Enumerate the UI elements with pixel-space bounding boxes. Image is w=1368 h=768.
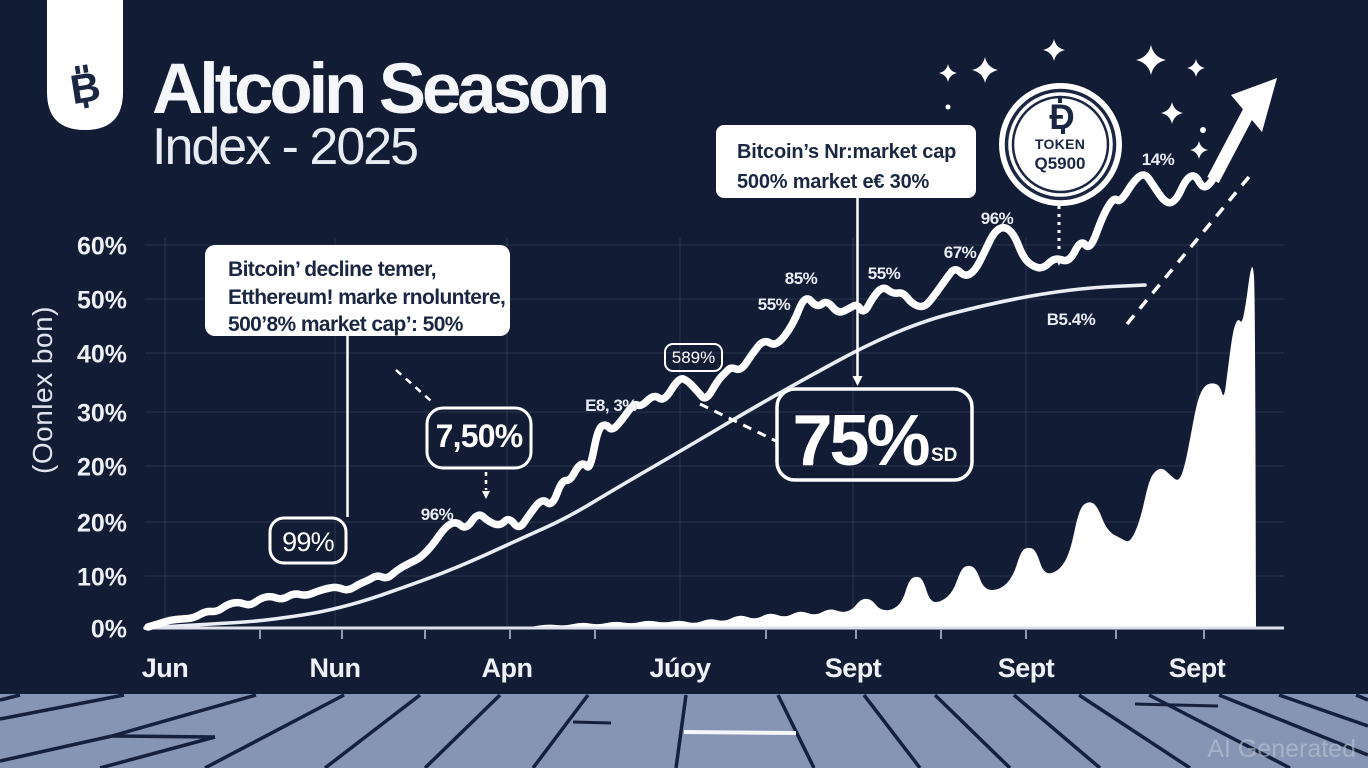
svg-text:55%: 55% (758, 295, 791, 314)
svg-text:20%: 20% (77, 510, 127, 538)
svg-text:60%: 60% (77, 233, 127, 261)
svg-text:Sept: Sept (998, 653, 1055, 683)
svg-text:B5.4%: B5.4% (1047, 310, 1096, 329)
svg-text:99%: 99% (282, 527, 334, 557)
svg-text:10%: 10% (77, 564, 127, 592)
svg-text:Etthereum! marke rnoluntere,: Etthereum! marke rnoluntere, (228, 286, 505, 309)
svg-text:96%: 96% (981, 209, 1014, 228)
svg-text:Q5900: Q5900 (1034, 154, 1085, 173)
svg-text:75%: 75% (792, 401, 929, 481)
svg-text:Apn: Apn (482, 653, 533, 683)
svg-text:500% market e€ 30%: 500% market e€ 30% (737, 171, 930, 193)
svg-text:Bitcoin’s Nr:market cap: Bitcoin’s Nr:market cap (737, 141, 956, 163)
svg-text:(Oonlex bon): (Oonlex bon) (27, 306, 58, 474)
svg-text:96%: 96% (421, 505, 454, 524)
svg-text:500’8% market cap’: 50%: 500’8% market cap’: 50% (228, 313, 464, 336)
svg-text:589%: 589% (672, 348, 715, 367)
svg-text:55%: 55% (868, 264, 901, 283)
svg-text:TOKEN: TOKEN (1035, 136, 1085, 152)
svg-text:85%: 85% (785, 269, 818, 288)
svg-text:Sept: Sept (825, 653, 882, 683)
svg-text:0%: 0% (91, 616, 127, 644)
svg-text:50%: 50% (77, 287, 127, 315)
svg-text:20%: 20% (77, 454, 127, 482)
svg-text:40%: 40% (77, 341, 127, 369)
svg-text:Jun: Jun (142, 653, 189, 683)
svg-text:7,50%: 7,50% (436, 418, 523, 454)
svg-text:E8, 3%: E8, 3% (585, 396, 637, 415)
svg-text:30%: 30% (77, 400, 127, 428)
svg-text:SD: SD (931, 445, 957, 466)
svg-text:Bitcoin’ decline temer,: Bitcoin’ decline temer, (228, 258, 436, 281)
svg-text:Sept: Sept (1169, 653, 1226, 683)
svg-text:14%: 14% (1142, 150, 1175, 169)
svg-text:Altcoin Season: Altcoin Season (152, 50, 606, 129)
svg-text:Júoy: Júoy (649, 653, 711, 683)
svg-text:Index - 2025: Index - 2025 (152, 118, 417, 176)
svg-text:67%: 67% (944, 243, 977, 262)
svg-text:AI Generated: AI Generated (1207, 735, 1356, 763)
svg-text:Nun: Nun (310, 653, 361, 683)
